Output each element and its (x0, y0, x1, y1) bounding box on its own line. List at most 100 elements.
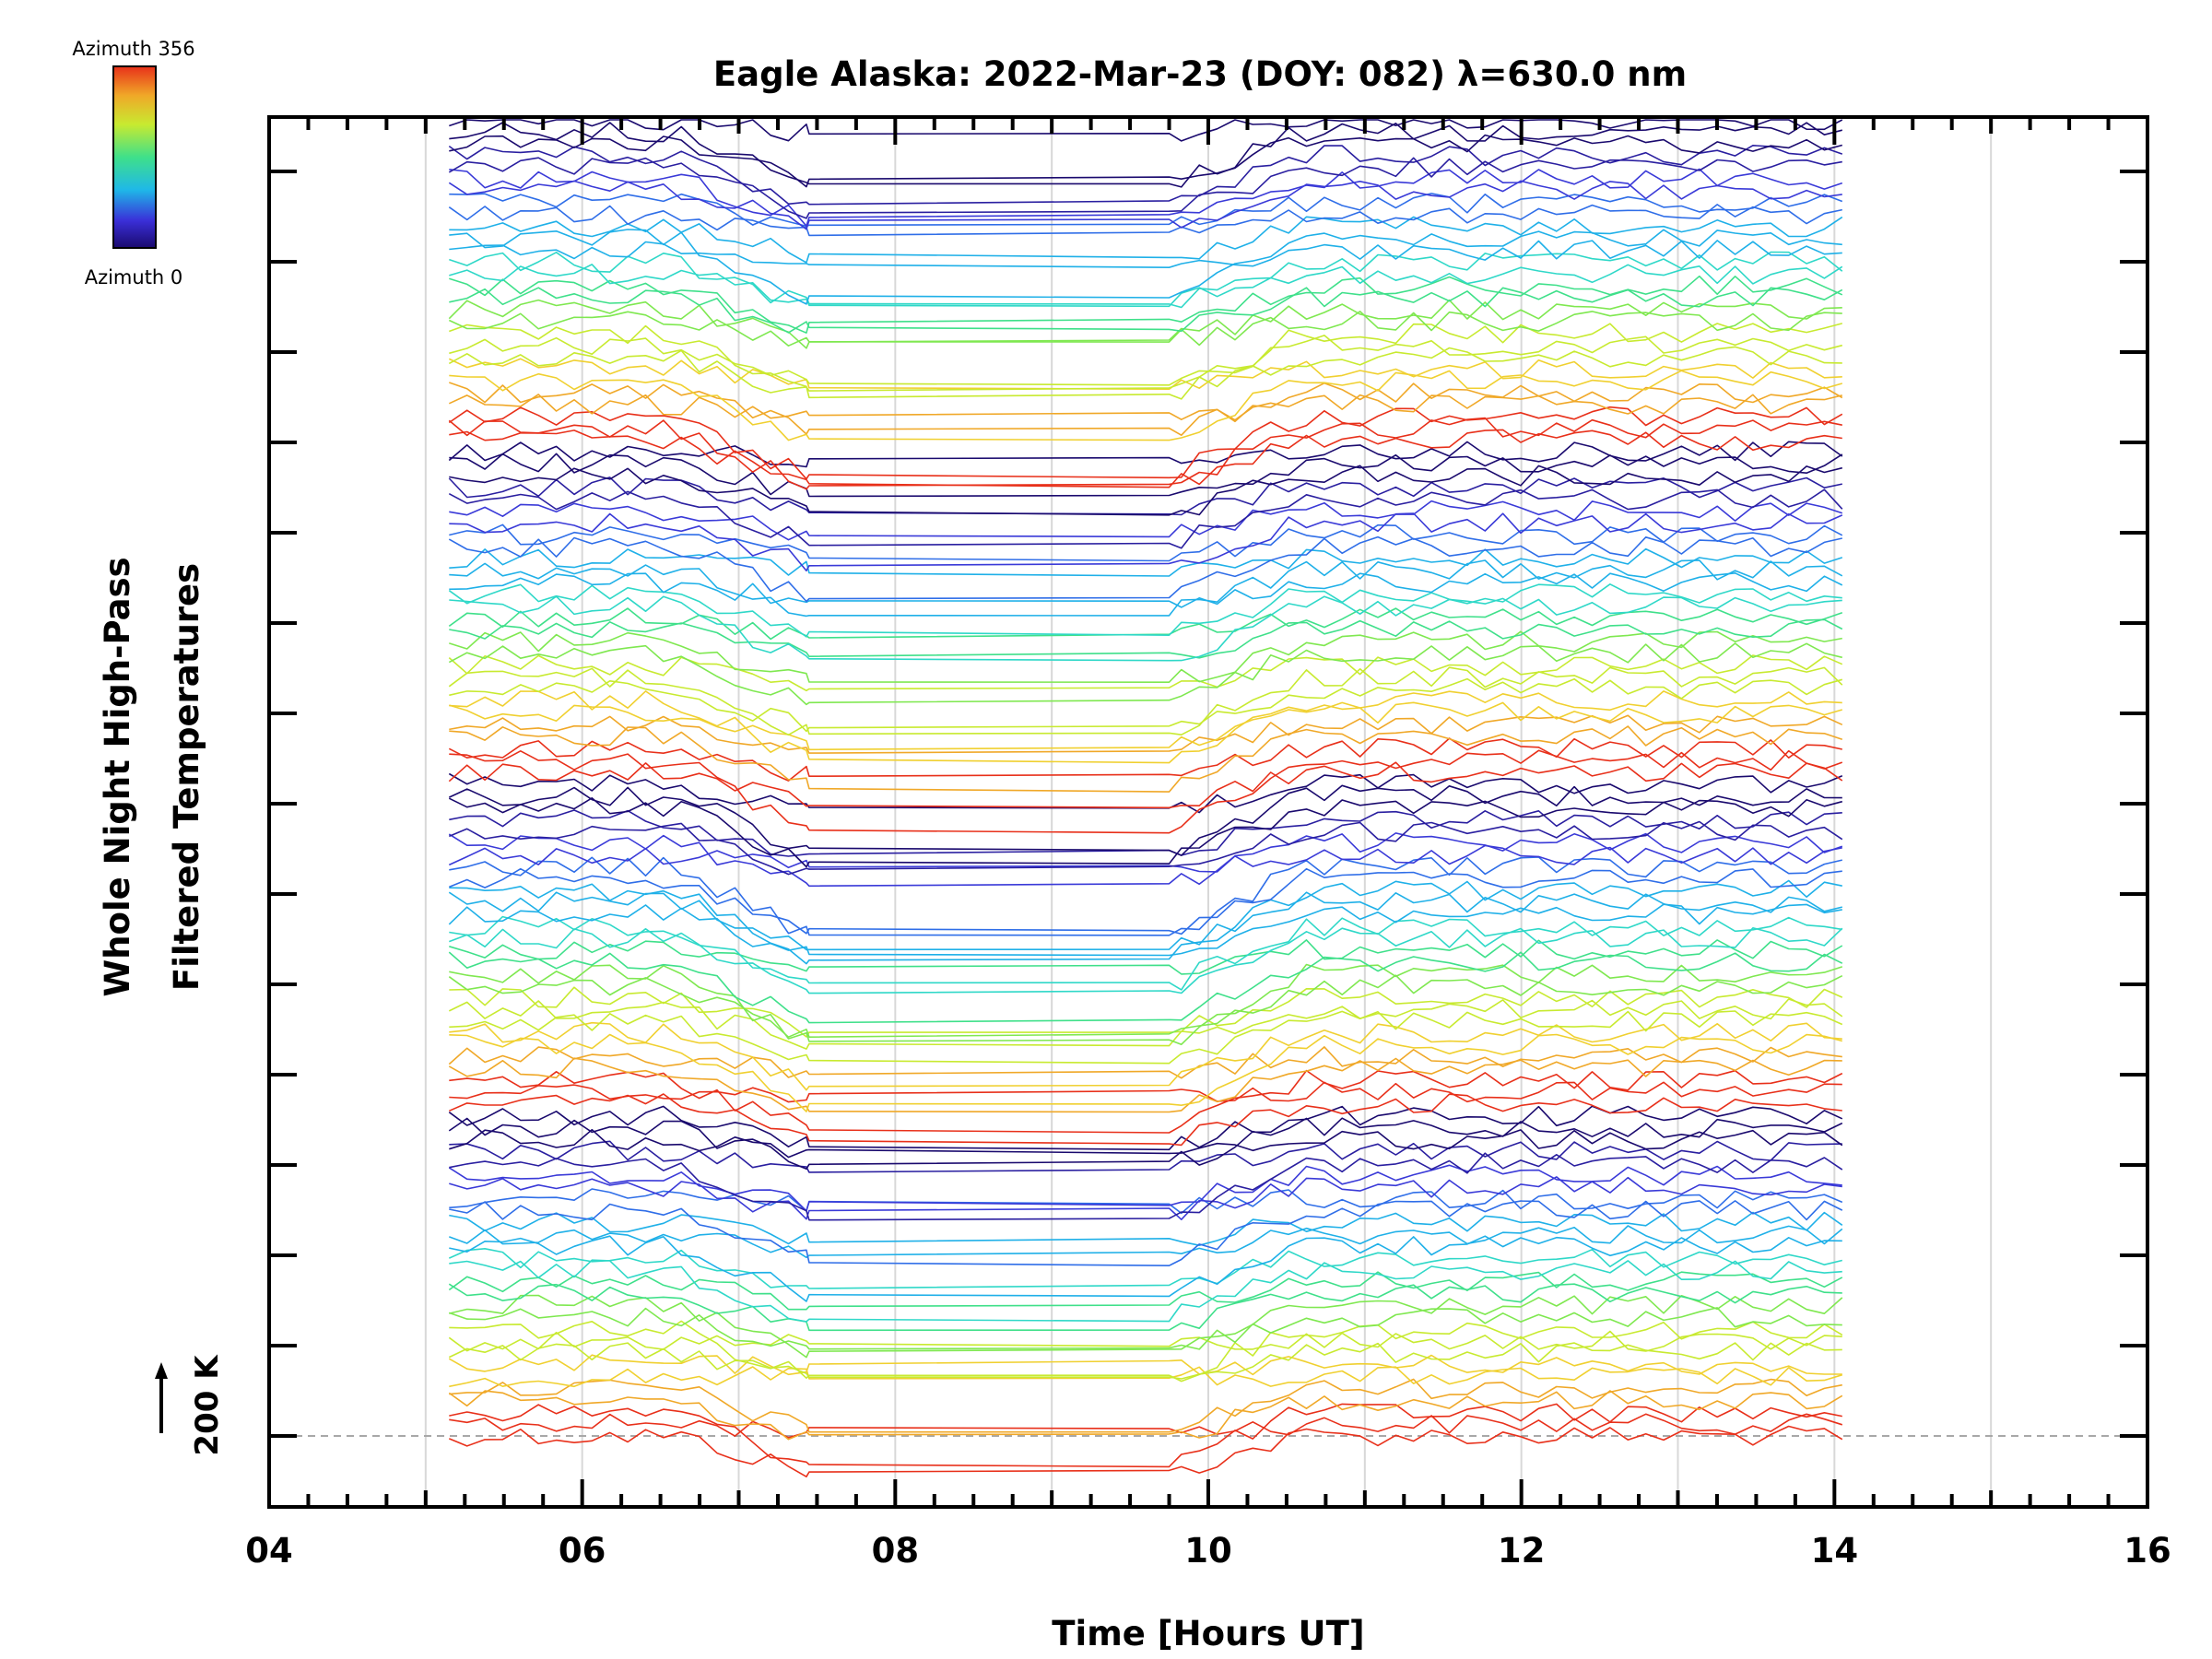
series-line (448, 607, 1843, 641)
series-line (448, 1283, 1842, 1332)
series-line (448, 180, 1842, 230)
series-line (448, 1105, 1843, 1151)
series-line (449, 1128, 1843, 1159)
series-line (449, 335, 1842, 386)
series-line (448, 832, 1843, 888)
series-line (448, 1390, 1843, 1441)
x-tick-label: 16 (2124, 1531, 2171, 1571)
series-line (448, 358, 1842, 390)
series-line (448, 666, 1843, 736)
series-line (449, 429, 1842, 488)
series-line (448, 1354, 1842, 1376)
legend: Azimuth 356 Azimuth 0 (72, 38, 194, 288)
series-line (448, 1164, 1842, 1212)
series-line (449, 119, 1843, 142)
series-line (449, 1188, 1843, 1215)
scale-arrow-head (155, 1362, 168, 1379)
series-line (448, 1342, 1842, 1380)
series-line (449, 524, 1843, 562)
series-line (449, 1378, 1842, 1433)
series-line (448, 844, 1842, 873)
series-line (448, 204, 1842, 237)
series-line (448, 145, 1843, 206)
series-line (449, 1294, 1843, 1359)
series-line (449, 323, 1843, 400)
series-line (449, 1200, 1843, 1266)
y-axis-label-line2: Filtered Temperatures (167, 563, 206, 991)
series-line (449, 1320, 1843, 1382)
series-line (449, 630, 1842, 683)
series-line (449, 963, 1843, 1045)
series-line (448, 998, 1843, 1050)
series-line (449, 251, 1843, 309)
x-tick-label: 08 (872, 1531, 920, 1571)
series-line (448, 1057, 1842, 1113)
axis-ticks (267, 117, 2149, 1507)
series-line (448, 761, 1843, 809)
x-tick-label: 10 (1184, 1531, 1232, 1571)
series-line (449, 547, 1843, 577)
series-line (448, 406, 1843, 480)
scale-bar-label: 200 K (189, 1354, 226, 1456)
x-axis-label: Time [Hours UT] (1052, 1614, 1364, 1653)
series-line (448, 1093, 1842, 1147)
series-line (449, 595, 1842, 662)
series-line (449, 927, 1843, 994)
series-line (448, 1117, 1843, 1171)
series-line (448, 1046, 1842, 1079)
series-line (449, 275, 1843, 334)
series-line (449, 1033, 1843, 1112)
series-line (449, 1140, 1842, 1173)
legend-bottom-label: Azimuth 0 (85, 266, 183, 288)
series-line (449, 1413, 1843, 1439)
series-line (449, 690, 1842, 764)
series-line (448, 311, 1842, 347)
series-line (448, 654, 1843, 692)
series-line (449, 500, 1843, 541)
series-line (449, 618, 1843, 659)
series-line (449, 714, 1843, 754)
series-line (448, 1330, 1842, 1352)
series-line (448, 784, 1842, 856)
series-line (448, 394, 1842, 421)
legend-colorbar (112, 65, 157, 249)
series-line (449, 229, 1842, 305)
scale-bar: 200 K (155, 1354, 226, 1456)
series-line (449, 287, 1843, 334)
series-line (448, 417, 1842, 490)
series-line (448, 772, 1843, 814)
series-line (449, 1081, 1842, 1103)
series-line (449, 122, 1842, 188)
series-line (449, 701, 1843, 751)
series-line (449, 856, 1842, 936)
series-line (448, 441, 1843, 468)
series-line (449, 915, 1842, 991)
series-line (448, 867, 1842, 935)
series-line (448, 642, 1842, 706)
series-line (449, 168, 1843, 227)
series-line (449, 809, 1842, 857)
series-line (449, 382, 1843, 436)
series-line (449, 264, 1843, 308)
series-line (448, 951, 1843, 1024)
series-line (449, 1366, 1843, 1388)
series-line (449, 1211, 1843, 1246)
series-line (449, 193, 1843, 228)
series-line (449, 1152, 1843, 1221)
series-line (449, 677, 1843, 733)
series-line (449, 749, 1843, 834)
series-line (448, 737, 1842, 782)
x-tick-label: 12 (1498, 1531, 1546, 1571)
series-line (448, 477, 1842, 516)
series-line (449, 453, 1843, 498)
series-line (448, 1271, 1843, 1311)
y-axis-label-line1: Whole Night High-Pass (98, 557, 137, 996)
series-line (449, 370, 1843, 441)
series-line (448, 974, 1843, 1038)
series-line (449, 465, 1842, 516)
x-tick-label: 06 (559, 1531, 606, 1571)
series-line (449, 559, 1843, 618)
series-line (448, 1425, 1843, 1477)
series-line (449, 1010, 1843, 1065)
series-line (448, 157, 1842, 219)
